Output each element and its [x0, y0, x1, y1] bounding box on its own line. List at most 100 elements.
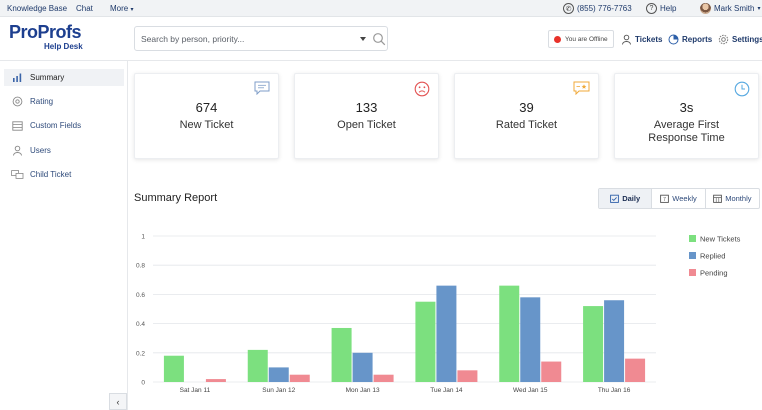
bar-pending: [541, 361, 562, 382]
x-tick-label: Mon Jan 13: [346, 387, 380, 394]
sidebar-item-users[interactable]: Users: [4, 142, 124, 159]
nav-tickets-label: Tickets: [635, 35, 663, 44]
tab-weekly[interactable]: 7 Weekly: [652, 189, 706, 208]
phone-link[interactable]: ✆ (855) 776-7763: [563, 3, 632, 14]
sidebar-item-label: Summary: [30, 73, 65, 82]
bar-pending: [625, 358, 646, 382]
search-box[interactable]: [134, 26, 388, 51]
stat-label: Average First Response Time: [615, 119, 758, 145]
y-tick-label: 0: [141, 380, 145, 387]
stat-card-open-ticket: 133 Open Ticket: [294, 73, 439, 159]
offline-status-button[interactable]: You are Offline: [548, 30, 614, 48]
stat-label: Open Ticket: [337, 119, 396, 131]
bar-replied: [520, 297, 541, 382]
svg-text:7: 7: [663, 197, 666, 203]
stat-label: New Ticket: [179, 119, 234, 131]
y-tick-label: 0.8: [136, 263, 145, 270]
sidebar-item-label: Custom Fields: [30, 121, 82, 130]
knowledge-base-link[interactable]: Knowledge Base: [7, 4, 68, 13]
search-dropdown-caret-icon[interactable]: [360, 37, 366, 41]
legend-swatch: [689, 252, 696, 259]
stat-label-line2: Response Time: [648, 132, 725, 144]
tab-daily[interactable]: Daily: [599, 189, 653, 208]
stat-value: 39: [519, 100, 534, 115]
y-tick-label: 0.2: [136, 350, 145, 357]
bar-pending: [373, 374, 394, 382]
sidebar-item-summary[interactable]: Summary: [4, 69, 124, 86]
sidebar-item-label: Child Ticket: [30, 170, 72, 179]
chevron-left-icon: ‹: [116, 396, 120, 407]
report-title: Summary Report: [134, 192, 218, 204]
phone-icon: ✆: [563, 3, 574, 14]
bar-new-tickets: [415, 301, 436, 382]
nav-tickets[interactable]: Tickets: [621, 34, 662, 45]
clock-icon: [734, 81, 750, 97]
nav-settings[interactable]: Settings: [718, 34, 762, 45]
bar-replied: [604, 300, 625, 382]
search-icon[interactable]: [372, 32, 386, 46]
y-tick-label: 1: [141, 234, 145, 241]
bar-new-tickets: [163, 355, 184, 382]
y-tick-label: 0.6: [136, 292, 145, 299]
stat-card-rated-ticket: 39 Rated Ticket: [454, 73, 599, 159]
logo[interactable]: ProProfs: [9, 22, 82, 43]
chat-bubble-icon: [254, 81, 270, 95]
x-tick-label: Sat Jan 11: [180, 387, 211, 394]
tab-label: Monthly: [725, 194, 752, 203]
bar-replied: [352, 352, 373, 382]
stat-card-new-ticket: 674 New Ticket: [134, 73, 279, 159]
sad-face-icon: [414, 81, 430, 97]
user-menu[interactable]: Mark Smith ▾: [700, 3, 760, 14]
bar-replied: [436, 285, 457, 382]
more-menu[interactable]: More ▾: [110, 4, 133, 13]
sidebar: Summary Rating Custom Fields Users Child…: [0, 61, 128, 410]
legend-label: Pending: [700, 269, 728, 278]
stat-value: 3s: [679, 100, 694, 115]
search-input[interactable]: [141, 32, 351, 45]
stat-value: 133: [355, 100, 378, 115]
offline-dot-icon: [554, 35, 561, 43]
user-icon: [622, 34, 631, 45]
stat-card-average-response-time: 3s Average First Response Time: [614, 73, 759, 159]
bar-replied: [268, 367, 289, 382]
x-tick-label: Tue Jan 14: [430, 387, 463, 394]
sidebar-item-label: Rating: [30, 97, 54, 106]
bar-new-tickets: [583, 306, 604, 382]
user-icon: [8, 145, 26, 156]
nav-reports[interactable]: Reports: [668, 34, 712, 45]
legend-swatch: [689, 269, 696, 276]
help-label: Help: [660, 4, 677, 13]
chat-link[interactable]: Chat: [76, 4, 93, 13]
stat-label-line1: Average First: [653, 119, 720, 131]
calendar-icon: 7: [660, 194, 670, 203]
x-tick-label: Sun Jan 12: [262, 387, 295, 394]
tab-label: Daily: [622, 194, 641, 203]
y-tick-label: 0.4: [136, 321, 145, 328]
gear-icon: [718, 34, 729, 45]
sidebar-item-child-ticket[interactable]: Child Ticket: [4, 166, 124, 183]
bar-new-tickets: [331, 327, 352, 382]
period-selector: Daily 7 Weekly Monthly: [598, 188, 760, 209]
calendar-grid-icon: [713, 194, 723, 203]
tab-monthly[interactable]: Monthly: [706, 189, 759, 208]
collapse-sidebar-button[interactable]: ‹: [109, 393, 127, 410]
nav-reports-label: Reports: [682, 35, 713, 44]
sidebar-item-custom-fields[interactable]: Custom Fields: [4, 117, 124, 134]
avatar: [700, 3, 711, 14]
summary-chart: 0 0.2 0.4 0.6 0.8 1 Sat Jan 11 Sun Jan 12 Mon Ja…: [136, 234, 741, 395]
logo-pro: Pro: [9, 22, 38, 42]
chevron-down-icon: ▾: [757, 6, 761, 12]
stat-value: 674: [195, 100, 218, 115]
pie-chart-icon: [668, 34, 679, 45]
chevron-down-icon: ▾: [130, 7, 134, 13]
legend-swatch: [689, 235, 696, 242]
help-link[interactable]: ? Help: [646, 3, 676, 14]
x-tick-label: Thu Jan 16: [598, 387, 631, 394]
sidebar-item-rating[interactable]: Rating: [4, 93, 124, 110]
bar-new-tickets: [499, 285, 520, 382]
x-tick-label: Wed Jan 15: [513, 387, 548, 394]
logo-profs: Profs: [37, 22, 82, 42]
top-bar: Knowledge Base Chat More ▾ ✆ (855) 776-7…: [0, 0, 762, 17]
sidebar-item-label: Users: [30, 146, 51, 155]
bar-pending: [289, 374, 310, 382]
